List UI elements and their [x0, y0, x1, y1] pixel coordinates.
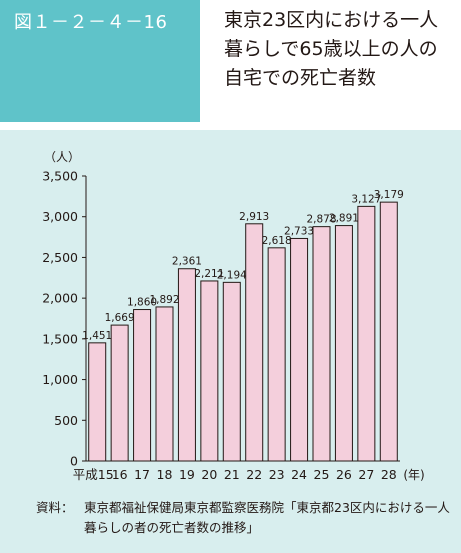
bar-value-label: 2,891: [329, 213, 359, 225]
bar: [177, 268, 196, 462]
y-tick-label: 500: [54, 413, 78, 428]
bar-value-label: 2,618: [262, 235, 292, 247]
bar: [312, 226, 331, 462]
bar: [267, 247, 286, 462]
x-tick-label: 平成15: [73, 467, 114, 482]
bar-value-label: 3,127: [351, 193, 381, 205]
x-tick-label: 27: [358, 467, 374, 482]
source-text: 東京都福祉保健局東京都監察医務院「東京都23区内における一人暮らしの者の死亡者数…: [84, 500, 450, 535]
figure-number-box: 図１－２－４－16: [0, 0, 200, 122]
bar: [334, 225, 353, 462]
x-tick-label: 21: [224, 467, 240, 482]
bar-value-label: 2,878: [306, 214, 336, 226]
x-tick-label: 20: [201, 467, 217, 482]
bar: [379, 201, 398, 462]
figure-title: 東京23区内における一人暮らしで65歳以上の人の自宅での死亡者数: [224, 9, 439, 89]
bar: [133, 309, 152, 462]
bar: [200, 280, 219, 462]
bar-value-label: 2,361: [172, 256, 202, 268]
x-tick-label: 28: [381, 467, 397, 482]
y-axis-unit-label: （人）: [44, 150, 80, 164]
source-label: 資料：: [36, 500, 74, 515]
bar: [110, 324, 129, 462]
bar-value-label: 2,194: [217, 269, 247, 281]
x-tick-label: 26: [336, 467, 352, 482]
figure-header: 図１－２－４－16 東京23区内における一人暮らしで65歳以上の人の自宅での死亡…: [0, 0, 461, 122]
x-tick-label: 18: [157, 467, 173, 482]
bar-value-label: 3,179: [374, 189, 404, 201]
y-tick-label: 1,500: [42, 331, 78, 346]
bar-value-label: 2,913: [239, 211, 269, 223]
bar-value-label: 1,860: [127, 297, 157, 309]
figure-number: 図１－２－４－16: [14, 12, 168, 33]
bar: [290, 237, 309, 462]
bar: [88, 342, 107, 462]
bar: [245, 223, 264, 462]
x-tick-label: 23: [269, 467, 285, 482]
x-tick-label: 25: [314, 467, 330, 482]
y-tick-label: 2,500: [42, 250, 78, 265]
bar-value-label: 2,211: [194, 268, 224, 280]
y-tick-label: 3,500: [42, 169, 78, 184]
bar: [357, 205, 376, 462]
bar-value-label: 1,451: [82, 330, 112, 342]
x-tick-label: 19: [179, 467, 195, 482]
x-tick-label: 17: [134, 467, 150, 482]
x-axis-unit-label: (年): [403, 468, 424, 482]
x-tick-label: 22: [246, 467, 262, 482]
y-tick-label: 1,000: [42, 372, 78, 387]
y-tick-label: 2,000: [42, 291, 78, 306]
y-tick-label: 0: [70, 454, 78, 469]
bar-value-label: 1,892: [149, 294, 179, 306]
x-tick-label: 16: [112, 467, 128, 482]
bar-value-label: 1,669: [105, 312, 135, 324]
bar: [222, 281, 241, 462]
bar: [155, 306, 174, 462]
bar-value-label: 2,733: [284, 225, 314, 237]
y-tick-label: 3,000: [42, 209, 78, 224]
x-tick-label: 24: [291, 467, 307, 482]
